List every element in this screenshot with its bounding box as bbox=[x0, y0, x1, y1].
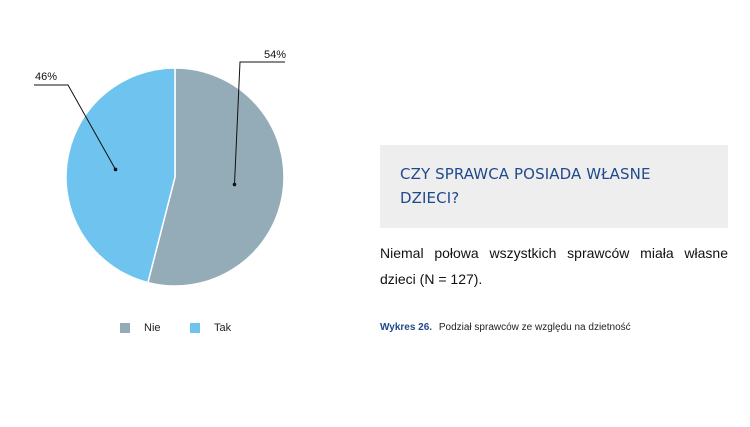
section-heading: CZY SPRAWCA POSIADA WŁASNE DZIECI? bbox=[400, 165, 651, 207]
legend-swatch-tak bbox=[190, 323, 200, 333]
chart-legend: Nie Tak bbox=[0, 322, 360, 342]
pie-slice-nie bbox=[146, 67, 285, 287]
pie-slice-tak bbox=[65, 67, 176, 284]
figure-caption-text: Podział sprawców ze względu na dzietność bbox=[438, 322, 631, 333]
legend-swatch-nie bbox=[120, 323, 130, 333]
data-label-nie: 54% bbox=[264, 49, 286, 61]
legend-label-tak: Tak bbox=[214, 322, 232, 334]
section-heading-box: CZY SPRAWCA POSIADA WŁASNE DZIECI? bbox=[380, 145, 728, 228]
legend-item-tak: Tak bbox=[190, 322, 231, 334]
legend-label-nie: Nie bbox=[144, 322, 161, 334]
leader-line-tak bbox=[34, 84, 116, 170]
legend-item-nie: Nie bbox=[120, 322, 161, 334]
figure-caption-label: Wykres 26. bbox=[380, 322, 433, 333]
pie-chart-svg: 54% 46% bbox=[34, 49, 286, 287]
pie-chart: 54% 46% Nie Tak bbox=[0, 0, 360, 427]
figure-caption: Wykres 26. Podział sprawców ze względu n… bbox=[380, 322, 740, 333]
section-body-text: Niemal połowa wszystkich sprawców miała … bbox=[380, 245, 728, 287]
leader-line-nie bbox=[233, 61, 285, 185]
data-label-tak: 46% bbox=[35, 71, 57, 83]
